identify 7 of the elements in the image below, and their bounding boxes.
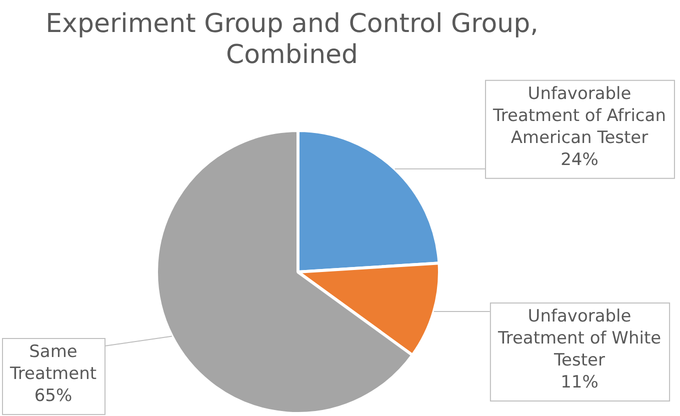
- data-label: 24%: [560, 150, 598, 170]
- data-label: 11%: [560, 372, 598, 392]
- slice-label: Unfavorable Treatment of African American Tester: [492, 84, 666, 148]
- slice-label: Same Treatment: [8, 342, 97, 384]
- slice-label: Unfavorable Treatment of White Tester: [496, 306, 662, 370]
- chart-title: Experiment Group and Control Group, Combined: [46, 8, 538, 70]
- data-label: 65%: [34, 386, 72, 406]
